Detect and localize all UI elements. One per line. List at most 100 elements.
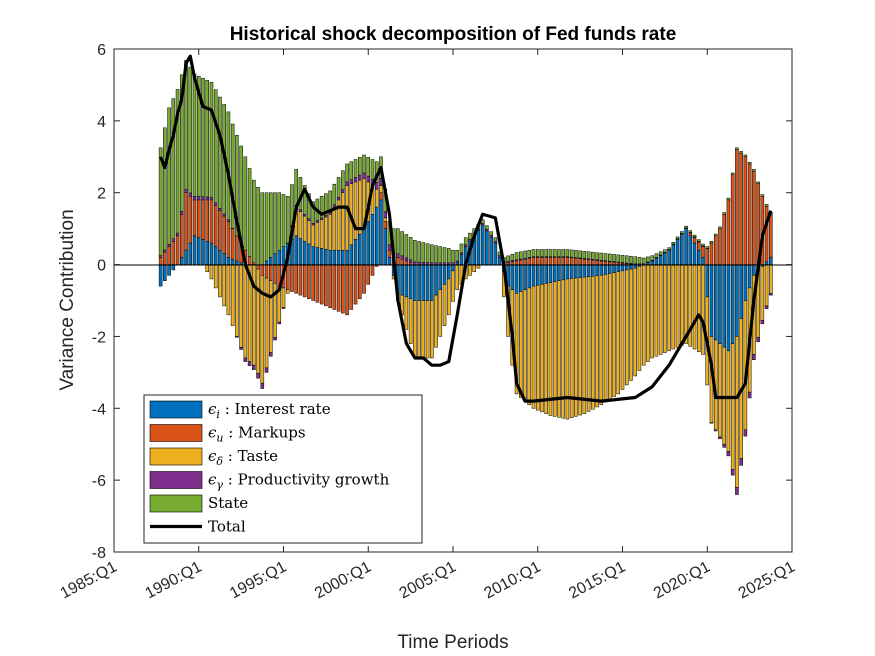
bar-segment-series-2	[663, 264, 667, 353]
bar-segment-series-1	[764, 205, 769, 263]
bar-segment-series-3	[235, 336, 239, 338]
bar-segment-series-2	[374, 188, 379, 208]
bar-segment-series-4	[667, 247, 671, 250]
bar-segment-series-2	[548, 282, 553, 416]
chart-title: Historical shock decomposition of Fed fu…	[230, 24, 677, 45]
bar-segment-series-1	[285, 264, 290, 290]
bar-segment-series-3	[298, 209, 303, 212]
bar-segment-series-1	[506, 262, 510, 265]
bar-segment-series-2	[624, 269, 629, 386]
bar-segment-series-2	[569, 278, 574, 418]
bar-segment-series-1	[726, 199, 731, 265]
bar-segment-series-1	[557, 257, 561, 265]
bar-segment-series-2	[633, 267, 637, 377]
bar-segment-series-0	[455, 262, 460, 265]
bar-segment-series-1	[230, 228, 235, 260]
bar-segment-series-2	[535, 284, 540, 411]
bar-segment-series-1	[345, 264, 349, 316]
bar-segment-series-1	[247, 256, 252, 265]
bar-segment-series-4	[595, 252, 599, 261]
bar-segment-series-4	[235, 134, 239, 237]
bar-segment-series-1	[603, 261, 608, 265]
bar-segment-series-1	[273, 264, 277, 284]
bar-segment-series-0	[269, 257, 273, 265]
bar-segment-series-1	[531, 257, 536, 265]
bar-segment-series-0	[188, 242, 193, 265]
bar-segment-series-1	[591, 259, 595, 265]
bar-segment-series-3	[366, 175, 371, 183]
bar-segment-series-1	[688, 232, 693, 237]
bar-segment-series-4	[400, 231, 404, 257]
total-line	[159, 54, 773, 403]
bar-segment-series-2	[514, 293, 519, 395]
bar-segment-series-0	[688, 235, 693, 265]
bar-segment-series-4	[527, 249, 532, 258]
bar-segment-series-4	[184, 59, 188, 190]
bar-segment-series-4	[345, 163, 349, 183]
bar-layer	[158, 59, 773, 495]
bar-segment-series-4	[709, 240, 714, 244]
bar-segment-series-2	[654, 264, 659, 357]
bar-segment-series-2	[561, 279, 565, 419]
bar-segment-series-2	[565, 278, 570, 420]
bar-segment-series-2	[641, 264, 646, 366]
bar-segment-series-0	[671, 244, 676, 265]
y-tick-label: -6	[92, 473, 106, 490]
bar-segment-series-0	[735, 264, 739, 337]
bar-segment-series-0	[324, 249, 328, 265]
bar-segment-series-4	[294, 169, 298, 206]
bar-segment-series-2	[413, 300, 417, 359]
bar-segment-series-2	[472, 264, 476, 273]
bar-segment-series-3	[205, 196, 209, 201]
bar-segment-series-0	[675, 239, 680, 265]
bar-segment-series-2	[442, 284, 447, 326]
bar-segment-series-2	[434, 294, 438, 348]
bar-segment-series-4	[514, 252, 519, 260]
bar-segment-series-1	[158, 257, 163, 265]
bar-segment-series-1	[565, 257, 570, 265]
bar-segment-series-1	[578, 258, 582, 265]
bar-segment-series-4	[760, 194, 765, 197]
bar-segment-series-4	[692, 234, 697, 238]
bar-segment-series-0	[446, 264, 451, 280]
bar-segment-series-3	[311, 223, 315, 226]
bar-segment-series-4	[650, 255, 654, 261]
bar-segment-series-0	[582, 264, 587, 278]
bar-segment-series-2	[455, 264, 460, 290]
bar-segment-series-2	[404, 296, 409, 330]
bar-segment-series-3	[349, 179, 354, 184]
bar-segment-series-4	[459, 243, 464, 254]
bar-segment-series-0	[298, 238, 303, 265]
bar-segment-series-0	[430, 264, 434, 301]
bar-segment-series-1	[544, 257, 549, 265]
bar-segment-series-1	[366, 264, 371, 285]
bar-segment-series-1	[404, 260, 409, 265]
bar-segment-series-1	[574, 258, 578, 265]
bar-segment-series-3	[180, 211, 184, 215]
bar-segment-series-4	[510, 253, 515, 261]
bar-segment-series-0	[531, 264, 536, 287]
bar-segment-series-0	[209, 242, 214, 265]
bar-segment-series-3	[158, 255, 163, 258]
bar-segment-series-4	[421, 242, 426, 263]
bar-segment-series-1	[209, 199, 214, 244]
bar-segment-series-3	[417, 261, 421, 265]
bar-segment-series-0	[603, 264, 608, 275]
bar-segment-series-1	[595, 260, 599, 265]
bar-segment-series-0	[294, 235, 298, 265]
bar-segment-series-0	[752, 264, 756, 276]
bar-segment-series-3	[163, 249, 167, 253]
bar-segment-series-4	[438, 246, 443, 264]
bar-segment-series-4	[675, 236, 680, 239]
bar-segment-series-0	[599, 264, 604, 276]
bar-segment-series-0	[400, 264, 404, 296]
bar-segment-series-4	[701, 243, 705, 247]
bar-segment-series-2	[319, 219, 324, 249]
y-tick-label: 0	[97, 258, 106, 275]
bar-segment-series-1	[701, 246, 705, 258]
bar-segment-series-1	[709, 242, 714, 265]
bar-segment-series-4	[663, 249, 667, 253]
bar-segment-series-0	[451, 264, 455, 272]
bar-segment-series-2	[383, 217, 387, 222]
bar-segment-series-4	[163, 127, 167, 251]
